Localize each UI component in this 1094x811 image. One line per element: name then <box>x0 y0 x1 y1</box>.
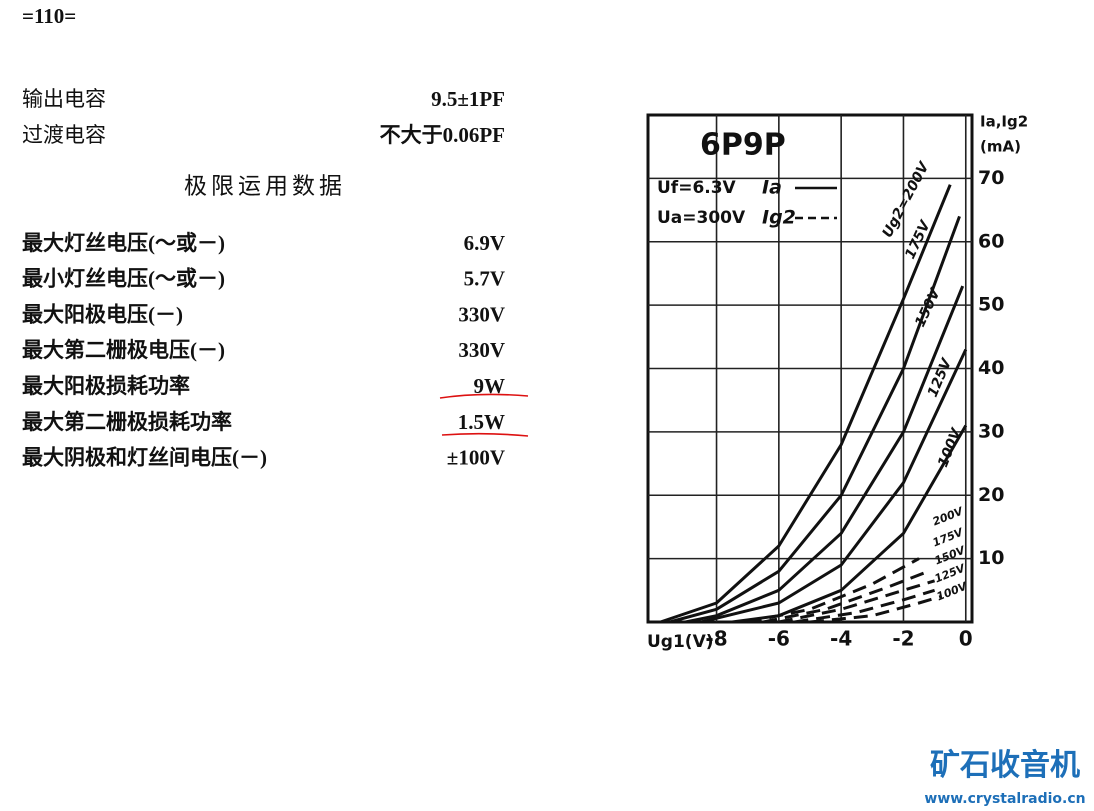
page-number: =110= <box>22 4 76 28</box>
watermark-url: www.crystalradio.cn <box>924 791 1085 807</box>
y-tick-label: 50 <box>978 294 1004 316</box>
legend-label: Ig2 <box>762 207 796 229</box>
red-underline <box>441 432 529 437</box>
spec-label: 输出电容 <box>22 87 106 111</box>
curve <box>731 424 968 624</box>
curve <box>700 348 968 624</box>
limit-label: 最大第二栅极损耗功率 <box>22 410 232 434</box>
limit-value: 5.7V <box>464 267 505 291</box>
y-axis-label: Ia,Ig2 <box>980 113 1028 131</box>
curve <box>669 215 961 624</box>
chart-title: 6P9P <box>700 128 786 163</box>
spec-value: 9.5±1PF <box>431 87 505 111</box>
limit-label: 最大第二栅极电压(－) <box>22 338 225 362</box>
curve <box>685 285 965 624</box>
limit-label: 最大阳极损耗功率 <box>22 374 190 398</box>
limit-label: 最小灯丝电压(～或－) <box>22 267 225 291</box>
y-tick-label: 20 <box>978 484 1004 506</box>
curve <box>809 595 942 624</box>
x-tick-label: -4 <box>830 627 852 651</box>
annotation: Ua=300V <box>657 208 746 228</box>
curve-label: 175V <box>902 217 934 261</box>
legend-label: Ia <box>762 177 782 199</box>
curve-label: 200V <box>931 504 966 528</box>
section-title: 极限运用数据 <box>184 173 346 198</box>
limit-value: 330V <box>458 302 505 326</box>
red-underline <box>439 393 529 399</box>
x-tick-label: 0 <box>959 627 973 651</box>
curve <box>794 588 936 624</box>
limit-label: 最大阳极电压(－) <box>22 302 183 326</box>
limit-label: 最大灯丝电压(～或－) <box>22 231 225 255</box>
limit-value: 9W <box>474 374 506 398</box>
y-tick-label: 10 <box>978 547 1004 569</box>
chart: -8 -6 -4 -2 0 10 20 30 40 50 60 70 6P9P Uf=6.3V Ua=300… <box>646 113 1028 652</box>
limit-value: 330V <box>458 338 505 362</box>
limit-value: 6.9V <box>464 231 505 255</box>
curve <box>763 569 929 624</box>
x-tick-label: -2 <box>892 627 914 651</box>
curve-label: 125V <box>925 355 956 399</box>
x-tick-label: -8 <box>705 627 727 651</box>
spec-label: 过渡电容 <box>22 123 106 147</box>
y-tick-label: 60 <box>978 230 1004 252</box>
y-tick-label: 70 <box>978 167 1004 189</box>
y-tick-label: 40 <box>978 357 1004 379</box>
curve-label: 150V <box>912 285 944 329</box>
curve <box>747 557 920 624</box>
watermark-title: 矿石收音机 <box>930 748 1080 782</box>
curve <box>778 579 936 624</box>
x-axis-label: Ug1(V) <box>647 632 714 652</box>
spec-value: 不大于0.06PF <box>380 123 505 147</box>
limit-value: ±100V <box>447 446 505 470</box>
limit-value: 1.5W <box>458 410 505 434</box>
curve <box>660 184 952 624</box>
y-axis-label: (mA) <box>980 138 1021 156</box>
annotation: Uf=6.3V <box>657 178 737 198</box>
limit-label: 最大阴极和灯丝间电压(－) <box>22 446 267 470</box>
y-tick-label: 30 <box>978 420 1004 442</box>
x-tick-label: -6 <box>768 627 790 651</box>
